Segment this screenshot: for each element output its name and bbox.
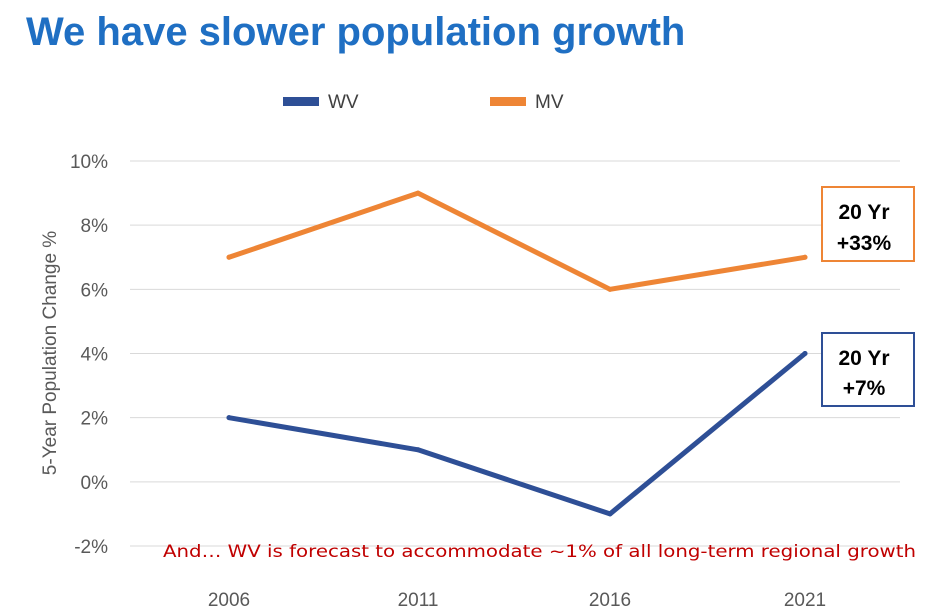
data-point-wv [226,415,232,421]
wv-callout-box [821,332,915,407]
data-point-wv [607,511,613,517]
series-line-mv [226,190,808,292]
wv-callout: 20 Yr +7% [821,332,915,407]
data-point-wv [415,447,421,453]
y-tick-label: 2% [81,409,109,430]
series-lines [226,190,808,517]
wv-callout-line2: +7% [843,377,886,400]
legend-swatch-wv [283,97,319,106]
x-tick-label: 2006 [208,590,250,611]
legend-label-mv: MV [535,92,564,113]
data-point-mv [802,254,808,260]
mv-callout: 20 Yr +33% [821,186,915,262]
wv-callout-line1: 20 Yr [839,347,890,370]
x-tick-label: 2021 [784,590,826,611]
x-axis-tick-labels: 2006 2011 2016 2021 [208,590,826,611]
legend-label-wv: WV [328,92,359,113]
legend-swatch-mv [490,97,526,106]
x-tick-label: 2016 [589,590,631,611]
data-point-mv [226,254,232,260]
y-tick-label: -2% [74,537,108,558]
y-axis-tick-labels: -2% 0% 2% 4% 6% 8% 10% [70,152,108,558]
y-tick-label: 6% [81,280,109,301]
y-tick-label: 0% [81,473,109,494]
legend: WV MV [283,92,564,113]
page-title: We have slower population growth [26,10,686,54]
data-point-wv [802,351,808,356]
gridlines [130,160,900,547]
series-line-wv [226,351,808,517]
mv-callout-box [821,186,915,262]
y-tick-label: 4% [81,345,109,366]
x-tick-label: 2011 [398,590,439,611]
data-point-mv [415,190,421,196]
y-tick-label: 8% [81,216,109,237]
y-axis-label: 5-Year Population Change % [40,231,61,475]
data-point-mv [607,286,613,292]
forecast-note: And… WV is forecast to accommodate ~1% o… [163,542,916,561]
mv-callout-line2: +33% [837,232,892,255]
y-tick-label: 10% [70,152,108,173]
mv-callout-line1: 20 Yr [839,201,890,224]
